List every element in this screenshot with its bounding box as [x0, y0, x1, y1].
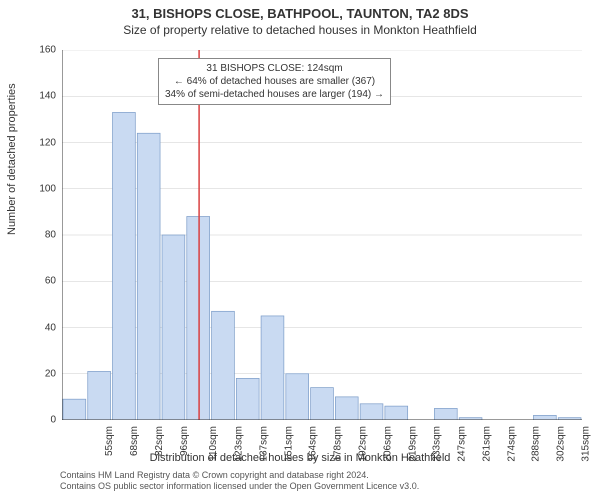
histogram-bar	[335, 397, 358, 420]
chart-container: 31, BISHOPS CLOSE, BATHPOOL, TAUNTON, TA…	[0, 0, 600, 500]
y-axis-label: Number of detached properties	[6, 83, 18, 235]
histogram-bar	[63, 399, 86, 420]
callout-line-3: 34% of semi-detached houses are larger (…	[165, 88, 384, 101]
histogram-bar	[286, 374, 309, 420]
callout-line-2: ← 64% of detached houses are smaller (36…	[165, 75, 384, 88]
y-tick-label: 120	[28, 137, 56, 148]
histogram-bar	[311, 388, 334, 420]
y-tick-label: 20	[28, 368, 56, 379]
attribution-line-1: Contains HM Land Registry data © Crown c…	[60, 470, 419, 481]
histogram-bar	[360, 404, 383, 420]
histogram-bar	[137, 133, 160, 420]
y-tick-label: 100	[28, 183, 56, 194]
histogram-bar	[261, 316, 284, 420]
chart-area: 31 BISHOPS CLOSE: 124sqm ← 64% of detach…	[62, 50, 582, 420]
attribution: Contains HM Land Registry data © Crown c…	[60, 470, 419, 493]
y-tick-label: 40	[28, 322, 56, 333]
page-subtitle: Size of property relative to detached ho…	[0, 21, 600, 37]
histogram-bar	[212, 311, 235, 420]
y-tick-label: 140	[28, 91, 56, 102]
histogram-bar	[434, 408, 457, 420]
histogram-bar	[88, 371, 111, 420]
y-tick-label: 60	[28, 276, 56, 287]
histogram-bar	[236, 378, 259, 420]
y-tick-label: 160	[28, 45, 56, 56]
histogram-plot	[62, 50, 582, 420]
page-title: 31, BISHOPS CLOSE, BATHPOOL, TAUNTON, TA…	[0, 0, 600, 21]
histogram-bar	[533, 415, 556, 420]
histogram-bar	[113, 112, 136, 420]
histogram-bar	[385, 406, 408, 420]
y-tick-label: 80	[28, 230, 56, 241]
y-tick-label: 0	[28, 415, 56, 426]
histogram-bar	[187, 217, 210, 421]
x-axis-label: Distribution of detached houses by size …	[0, 452, 600, 464]
histogram-bar	[162, 235, 185, 420]
callout-line-1: 31 BISHOPS CLOSE: 124sqm	[165, 62, 384, 75]
attribution-line-2: Contains OS public sector information li…	[60, 481, 419, 492]
callout-box: 31 BISHOPS CLOSE: 124sqm ← 64% of detach…	[158, 58, 391, 105]
